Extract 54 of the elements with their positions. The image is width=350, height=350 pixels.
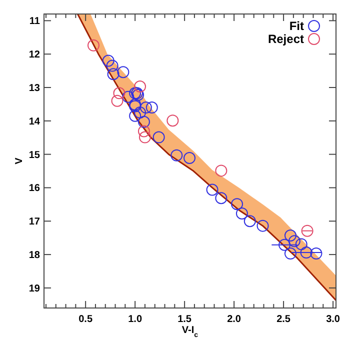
y-tick-label: 12 <box>28 50 40 61</box>
point <box>146 102 158 114</box>
point <box>87 39 100 52</box>
point <box>284 230 296 242</box>
point <box>295 238 308 250</box>
point <box>284 248 296 260</box>
legend-label: Reject <box>268 32 304 46</box>
point <box>129 110 142 122</box>
y-tick-label: 14 <box>28 116 40 128</box>
point <box>138 125 150 138</box>
y-tick-label: 19 <box>28 283 40 294</box>
x-tick-label: 3.0 <box>326 314 340 325</box>
point <box>236 207 248 220</box>
point <box>310 248 322 260</box>
x-axis-title: V-I$_{c}$ <box>182 325 198 338</box>
point <box>301 224 314 237</box>
legend-label: Fit <box>289 19 304 33</box>
y-tick-label: 16 <box>28 183 40 194</box>
point <box>140 102 152 114</box>
y-tick-label: 11 <box>29 16 40 28</box>
point <box>122 90 134 103</box>
point <box>117 66 130 78</box>
point <box>166 114 179 127</box>
point <box>106 60 118 72</box>
x-tick-label: 2.0 <box>227 314 242 325</box>
point <box>152 131 165 144</box>
x-tick-label: 1.0 <box>128 314 142 325</box>
x-tick-label: 2.5 <box>276 314 291 325</box>
point <box>111 94 124 107</box>
point <box>256 220 269 232</box>
point <box>184 152 196 164</box>
point <box>170 149 183 162</box>
y-tick-label: 13 <box>28 83 40 94</box>
point <box>300 246 312 259</box>
y-tick-label: 15 <box>28 150 40 161</box>
y-tick-label: 17 <box>28 216 40 228</box>
point <box>278 238 291 251</box>
point <box>231 198 244 210</box>
point <box>288 235 300 248</box>
point <box>138 116 150 128</box>
point <box>107 68 120 80</box>
x-tick-label: 1.5 <box>178 314 192 325</box>
point <box>134 106 146 119</box>
point <box>215 192 228 204</box>
y-tick-label: 18 <box>28 250 40 262</box>
point <box>206 184 218 196</box>
x-tick-label: 0.5 <box>78 314 93 325</box>
point <box>134 80 146 92</box>
point <box>102 54 114 67</box>
point <box>113 87 126 100</box>
point <box>138 131 151 144</box>
point <box>244 215 256 228</box>
y-axis-title: V <box>14 157 25 164</box>
point <box>215 164 228 177</box>
